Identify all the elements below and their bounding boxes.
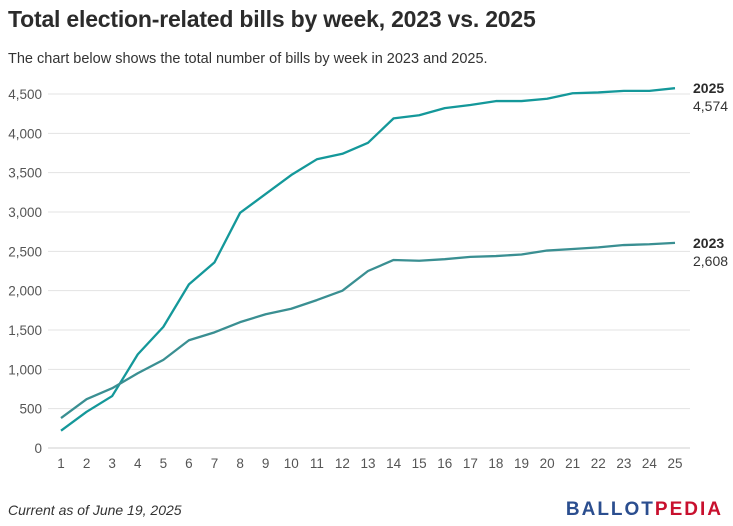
- series-value-label: 2,608: [693, 253, 728, 269]
- series-name-label: 2025: [693, 80, 724, 96]
- x-tick-label: 14: [386, 456, 402, 471]
- x-tick-label: 2: [83, 456, 91, 471]
- x-tick-label: 8: [236, 456, 244, 471]
- y-tick-label: 3,000: [8, 205, 42, 220]
- y-tick-label: 1,000: [8, 362, 42, 377]
- y-tick-label: 2,500: [8, 244, 42, 259]
- series-line-2025: [60, 87, 676, 432]
- x-tick-label: 24: [642, 456, 658, 471]
- x-tick-label: 11: [310, 456, 324, 471]
- chart-subtitle: The chart below shows the total number o…: [8, 51, 488, 67]
- x-tick-label: 12: [335, 456, 350, 471]
- series-line-2023: [60, 241, 676, 420]
- x-tick-label: 3: [108, 456, 116, 471]
- y-tick-label: 4,000: [8, 126, 42, 141]
- x-tick-label: 25: [667, 456, 682, 471]
- chart-title: Total election-related bills by week, 20…: [8, 6, 536, 32]
- x-tick-label: 6: [185, 456, 193, 471]
- y-tick-label: 1,500: [8, 323, 42, 338]
- y-tick-label: 3,500: [8, 166, 42, 181]
- y-tick-label: 500: [19, 402, 42, 417]
- x-tick-label: 15: [412, 456, 427, 471]
- x-tick-label: 7: [211, 456, 219, 471]
- x-tick-label: 1: [57, 456, 65, 471]
- x-tick-label: 18: [488, 456, 503, 471]
- x-tick-label: 17: [463, 456, 478, 471]
- x-tick-label: 10: [284, 456, 299, 471]
- x-tick-label: 21: [565, 456, 580, 471]
- current-as-of-note: Current as of June 19, 2025: [8, 502, 182, 518]
- series-value-label: 4,574: [693, 98, 728, 114]
- x-tick-label: 23: [616, 456, 631, 471]
- x-tick-label: 16: [437, 456, 452, 471]
- y-tick-label: 0: [34, 441, 42, 456]
- x-tick-label: 19: [514, 456, 529, 471]
- series-name-label: 2023: [693, 235, 724, 251]
- x-tick-label: 9: [262, 456, 270, 471]
- x-tick-label: 20: [540, 456, 555, 471]
- x-tick-label: 22: [591, 456, 606, 471]
- ballotpedia-logo: BALLOTPEDIA: [565, 499, 723, 520]
- x-tick-label: 4: [134, 456, 142, 471]
- x-tick-label: 13: [360, 456, 375, 471]
- y-tick-label: 2,000: [8, 284, 42, 299]
- y-tick-label: 4,500: [8, 87, 42, 102]
- x-tick-label: 5: [160, 456, 168, 471]
